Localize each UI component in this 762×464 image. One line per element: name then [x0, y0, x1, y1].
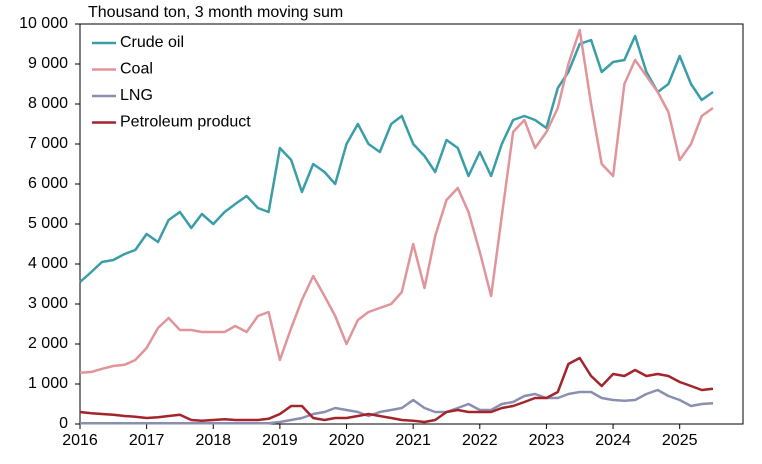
y-tick-label: 0: [59, 415, 68, 432]
chart-title: Thousand ton, 3 month moving sum: [88, 4, 343, 21]
x-tick-label: 2021: [395, 432, 431, 449]
x-tick-label: 2022: [462, 432, 498, 449]
legend-label: Petroleum product: [120, 114, 251, 131]
y-tick-label: 9 000: [28, 55, 68, 72]
x-tick-label: 2025: [662, 432, 698, 449]
x-tick-label: 2017: [129, 432, 165, 449]
x-tick-label: 2024: [595, 432, 631, 449]
y-tick-label: 1 000: [28, 375, 68, 392]
x-tick-label: 2020: [329, 432, 365, 449]
x-tick-label: 2023: [529, 432, 565, 449]
x-tick-label: 2016: [62, 432, 98, 449]
plot-frame: [79, 23, 744, 425]
y-tick-label: 2 000: [28, 335, 68, 352]
y-tick-label: 6 000: [28, 175, 68, 192]
x-tick-label: 2019: [262, 432, 298, 449]
y-tick-label: 7 000: [28, 135, 68, 152]
y-tick-label: 10 000: [19, 15, 68, 32]
y-tick-label: 8 000: [28, 95, 68, 112]
legend-label: LNG: [120, 87, 153, 104]
y-tick-label: 4 000: [28, 255, 68, 272]
line-series: [80, 388, 714, 425]
y-tick-label: 5 000: [28, 215, 68, 232]
legend-label: Coal: [120, 61, 153, 78]
legend-label: Crude oil: [120, 34, 184, 51]
line-series: [79, 28, 714, 375]
line-series: [79, 356, 714, 424]
x-tick-label: 2018: [195, 432, 231, 449]
line-series: [79, 34, 714, 283]
y-tick-label: 3 000: [28, 295, 68, 312]
